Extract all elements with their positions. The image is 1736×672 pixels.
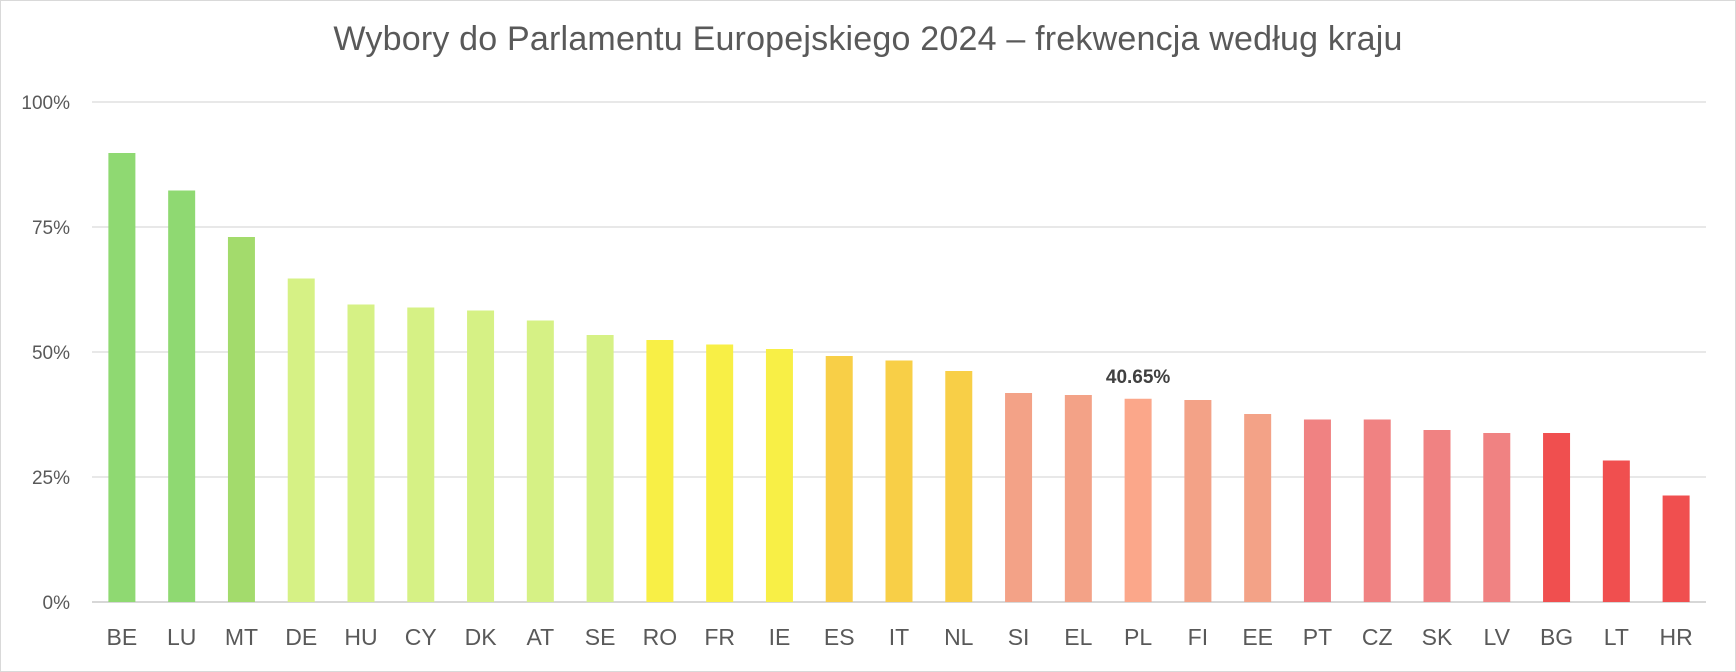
x-tick-label: SI [1008,624,1030,650]
x-tick-label: LV [1484,624,1511,650]
x-tick-label: CY [405,624,437,650]
bar-nl [945,371,973,602]
bar-ee [1244,414,1272,602]
x-tick-label: HR [1659,624,1692,650]
bar-at [526,320,554,602]
x-tick-label: IE [769,624,791,650]
bar-si [1005,393,1033,602]
bar-es [825,356,853,602]
x-tick-label: LT [1604,624,1629,650]
x-axis-category-labels: BE LU MT DE HU CY DK AT SE RO FR IE ES IT NL SI EL PL FI EE… [107,624,1693,650]
x-tick-label: DK [465,624,498,650]
bar-se [586,335,614,602]
x-tick-label: HU [344,624,377,650]
bar-be [108,153,136,602]
x-tick-label: DE [285,624,317,650]
x-tick-label: IT [889,624,909,650]
x-tick-label: LU [167,624,196,650]
bar-pl [1124,398,1152,602]
x-tick-label: SK [1422,624,1453,650]
x-tick-label: FI [1188,624,1208,650]
x-tick-label: BG [1540,624,1573,650]
x-tick-label: RO [643,624,678,650]
bar-lv [1483,433,1511,602]
bar-cy [407,307,435,602]
bar-ie [765,349,793,602]
bar-lu [168,190,196,602]
x-tick-label: NL [944,624,974,650]
bar-sk [1423,430,1451,602]
x-tick-label: PT [1303,624,1332,650]
bar-lt [1602,460,1630,602]
bars [108,153,1690,602]
bar-mt [227,237,255,602]
x-tick-label: AT [526,624,554,650]
bar-fr [706,344,734,602]
bar-pt [1303,419,1331,602]
data-labels: 40.65% [1106,367,1171,388]
y-tick-label: 100% [21,93,70,114]
y-axis-tick-labels: 0% 25% 50% 75% 100% [21,93,70,614]
y-tick-label: 75% [32,218,70,239]
x-tick-label: ES [824,624,855,650]
bar-bg [1543,433,1571,602]
y-tick-label: 25% [32,468,70,489]
x-tick-label: CZ [1362,624,1393,650]
bar-el [1064,395,1092,602]
y-tick-label: 0% [43,593,71,614]
x-tick-label: EL [1064,624,1092,650]
bar-de [287,278,315,602]
x-tick-label: BE [107,624,138,650]
x-tick-label: PL [1124,624,1152,650]
bar-hr [1662,495,1690,602]
x-tick-label: SE [585,624,616,650]
y-tick-label: 50% [32,343,70,364]
data-label-pl: 40.65% [1106,367,1171,388]
x-tick-label: EE [1242,624,1273,650]
bar-dk [467,310,495,602]
bar-hu [347,304,375,602]
bar-ro [646,340,674,602]
x-tick-label: FR [704,624,735,650]
bar-fi [1184,400,1212,602]
x-tick-label: MT [225,624,258,650]
bar-cz [1363,419,1391,602]
bar-it [885,360,913,602]
chart-title: Wybory do Parlamentu Europejskiego 2024 … [333,20,1403,58]
